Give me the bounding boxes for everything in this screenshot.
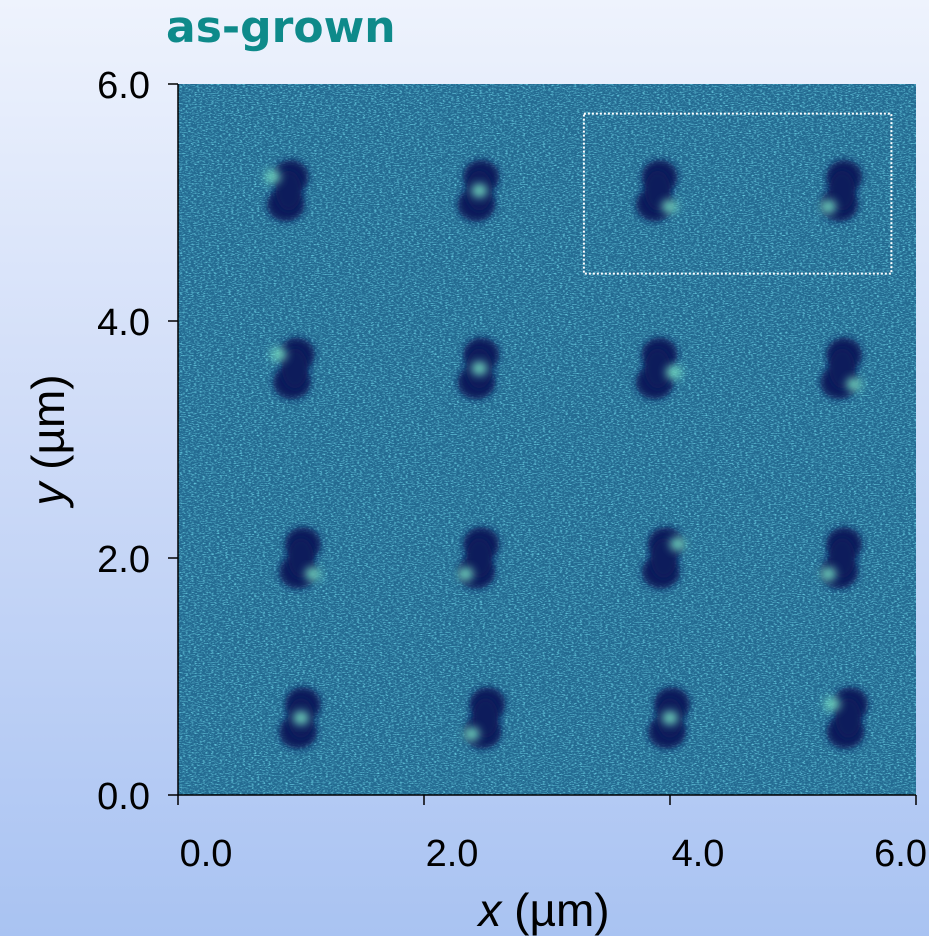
feature-mark [820, 337, 863, 400]
feature-bright-spot [820, 199, 837, 214]
feature-mark [648, 686, 690, 749]
feature-mark [457, 337, 500, 400]
x-axis-unit: (µm) [501, 884, 609, 936]
feature-bright-spot [820, 567, 837, 581]
feature-core [829, 348, 856, 389]
feature-core [835, 697, 862, 738]
feature-bright-spot [846, 377, 863, 392]
feature-bright-spot [463, 726, 480, 741]
x-tick-label: 4.0 [672, 833, 725, 875]
feature-bright-spot [662, 710, 678, 725]
feature-core [288, 538, 314, 578]
feature-core [829, 170, 856, 211]
feature-core [644, 348, 671, 389]
y-tick-label: 2.0 [97, 539, 150, 581]
feature-bright-spot [471, 361, 488, 376]
feature-bright-spot [669, 537, 686, 551]
feature-mark [824, 686, 869, 749]
feature-core [281, 348, 308, 389]
feature-mark [635, 337, 682, 400]
y-ticks: 0.0 2.0 4.0 6.0 [97, 65, 178, 818]
feature-bright-spot [665, 365, 682, 380]
feature-mark [264, 159, 309, 222]
x-tick-label: 2.0 [426, 833, 479, 875]
feature-mark [820, 159, 863, 222]
feature-mark [279, 686, 321, 749]
feature-bright-spot [293, 710, 309, 725]
x-tick-label: 6.0 [874, 833, 927, 875]
y-axis-label: y (µm) [22, 374, 74, 508]
feature-mark [457, 527, 500, 589]
y-tick-label: 6.0 [97, 65, 150, 107]
feature-bright-spot [264, 169, 281, 184]
y-axis-variable: y [22, 480, 74, 509]
feature-bright-spot [824, 696, 841, 711]
feature-core [466, 538, 493, 578]
axes: 0.0 2.0 4.0 6.0 0.0 2.0 4.0 6.0 [97, 65, 927, 875]
feature-core [472, 697, 499, 738]
feature-core [275, 170, 302, 211]
feature-bright-spot [270, 347, 287, 362]
feature-mark [463, 686, 506, 749]
feature-core [650, 538, 677, 578]
highlight-box [582, 112, 893, 275]
feature-core [644, 170, 671, 211]
x-axis-variable: x [476, 884, 503, 936]
feature-mark [279, 527, 321, 589]
y-axis-unit: (µm) [22, 374, 74, 482]
feature-bright-spot [471, 183, 488, 198]
y-tick-label: 0.0 [97, 776, 150, 818]
feature-bright-spot [457, 567, 474, 581]
feature-mark [270, 337, 315, 400]
x-ticks: 0.0 2.0 4.0 6.0 [177, 795, 927, 875]
y-tick-label: 4.0 [97, 302, 150, 344]
feature-bright-spot [661, 199, 678, 214]
chart-title: as-grown [166, 2, 396, 53]
feature-mark [820, 527, 863, 589]
feature-mark [635, 159, 678, 222]
feature-core [829, 538, 856, 578]
feature-bright-spot [305, 567, 321, 581]
plot-area [178, 84, 916, 795]
x-tick-label: 0.0 [180, 833, 233, 875]
x-axis-label: x (µm) [476, 884, 609, 936]
feature-mark [457, 159, 500, 222]
heatmap-features [264, 159, 869, 749]
feature-mark [641, 527, 686, 589]
